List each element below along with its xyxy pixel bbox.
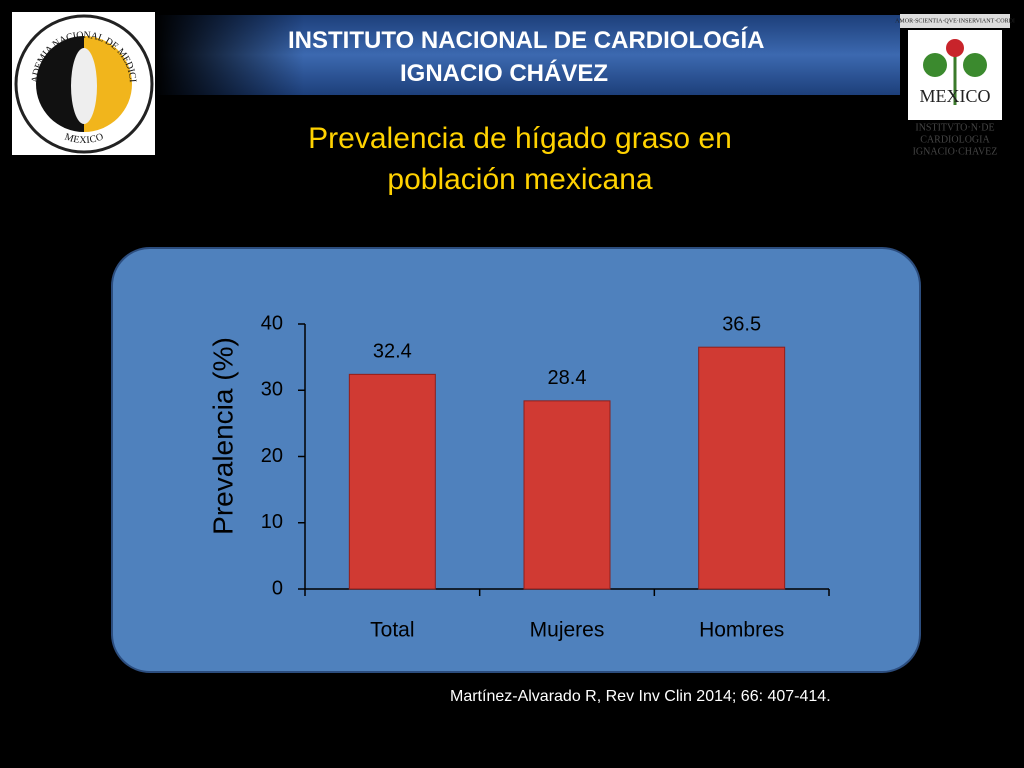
y-tick-label: 20 (261, 445, 283, 467)
header-fade (155, 15, 900, 95)
right-logo-motto: AMOR·SCIENTIA·QVE·INSERVIANT·CORDI (895, 18, 1015, 24)
right-logo-line: CARDIOLOGIA (920, 134, 990, 145)
left-logo-figure (71, 48, 97, 124)
bar (698, 346, 786, 590)
right-logo-center: MEXICO (920, 86, 991, 106)
y-tick-label: 10 (261, 511, 283, 533)
header-subtitle: IGNACIO CHÁVEZ (400, 60, 609, 87)
left-logo-bottom-text: MEXICO (63, 132, 105, 147)
y-tick-label: 30 (261, 379, 283, 401)
data-label: 28.4 (548, 367, 587, 389)
citation: Martínez-Alvarado R, Rev Inv Clin 2014; … (450, 688, 831, 705)
y-axis-label: Prevalencia (%) (207, 337, 238, 535)
right-logo-line: IGNACIO·CHAVEZ (913, 146, 998, 157)
x-tick-label: Mujeres (530, 619, 605, 642)
left-logo-text: MEXICO (63, 132, 105, 147)
right-logo-heart (946, 39, 964, 57)
x-tick-label: Hombres (699, 619, 784, 642)
left-logo-half (36, 36, 84, 132)
right-logo-leaf (923, 53, 947, 77)
bar (523, 400, 611, 590)
y-tick-label: 0 (272, 577, 283, 599)
y-tick-label: 40 (261, 312, 283, 334)
data-label: 36.5 (722, 313, 761, 335)
right-logo-motto-band (900, 14, 1010, 28)
right-logo-leaf (963, 53, 987, 77)
data-label: 32.4 (373, 341, 412, 363)
header-title: INSTITUTO NACIONAL DE CARDIOLOGÍA (288, 27, 765, 54)
chart-title: Prevalencia de hígado graso en población… (308, 122, 732, 196)
left-logo-half (84, 36, 132, 132)
x-tick-label: Total (370, 619, 414, 642)
bar (348, 373, 436, 590)
right-logo-line: INSTITVTO·N·DE (915, 122, 994, 133)
